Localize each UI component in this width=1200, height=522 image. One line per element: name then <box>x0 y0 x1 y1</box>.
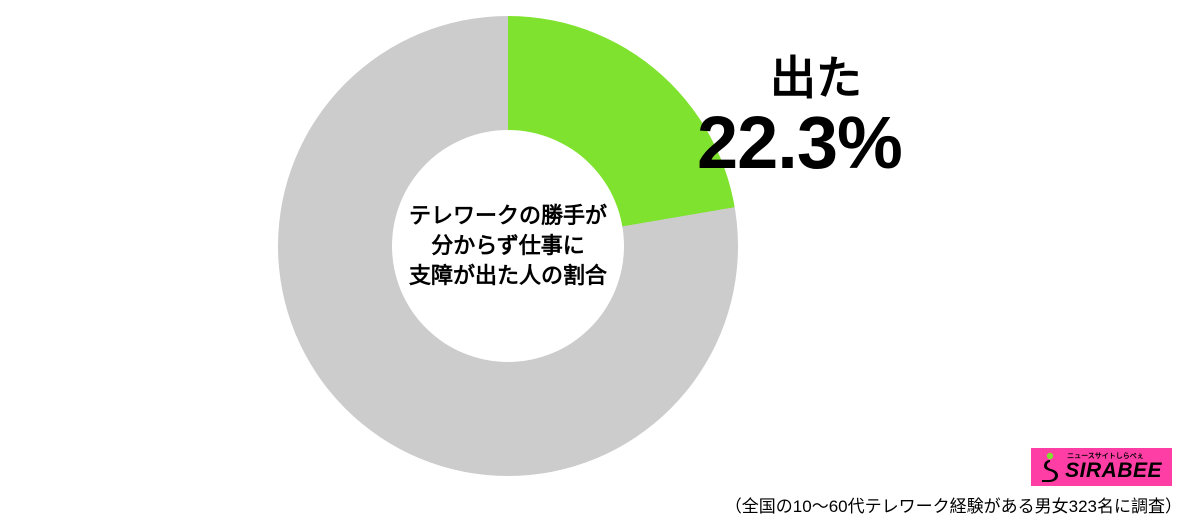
callout-label: 出た <box>770 42 862 108</box>
donut-chart: テレワークの勝手が分からず仕事に支障が出た人の割合 <box>278 16 738 476</box>
sirabee-logo-name: SIRABEE <box>1065 459 1162 483</box>
donut-hole: テレワークの勝手が分からず仕事に支障が出た人の割合 <box>392 130 624 362</box>
sirabee-logo-mark <box>1039 452 1061 482</box>
sirabee-logo-text: ニュースサイトしらべぇ SIRABEE <box>1065 451 1162 483</box>
chart-stage: テレワークの勝手が分からず仕事に支障が出た人の割合 出た 22.3% ニュースサ… <box>0 0 1200 522</box>
callout-value: 22.3% <box>697 100 902 185</box>
sirabee-logo: ニュースサイトしらべぇ SIRABEE <box>1031 448 1172 486</box>
donut-center-text: テレワークの勝手が分からず仕事に支障が出た人の割合 <box>409 201 607 290</box>
survey-footnote: （全国の10〜60代テレワーク経験がある男女323名に調査） <box>725 492 1182 517</box>
